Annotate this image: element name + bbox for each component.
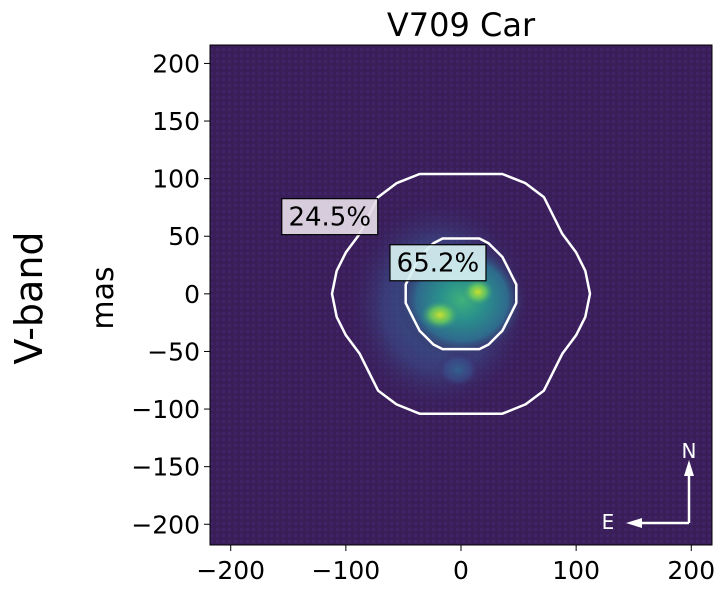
heatmap-image — [210, 45, 712, 545]
compass-north-label: N — [682, 439, 697, 463]
heatmap-hotspot-right — [462, 278, 494, 306]
compass: N E — [602, 439, 697, 534]
contour-label-inner: 65.2% — [397, 249, 480, 279]
y-tick-label: −100 — [131, 395, 200, 424]
heatmap-hotspot-left — [420, 300, 460, 330]
x-tick-label: 100 — [552, 556, 600, 585]
contour-inner — [404, 237, 518, 351]
x-tick-label: 200 — [667, 556, 715, 585]
y-tick-label: −50 — [147, 337, 200, 366]
x-tick-label: 0 — [453, 556, 469, 585]
y-axis: 200 150 100 50 0 −50 −100 −150 −200 — [131, 49, 210, 539]
heatmap-tail — [436, 352, 480, 388]
contour-outer — [330, 172, 592, 415]
compass-east-label: E — [602, 510, 615, 534]
y-tick-label: 150 — [152, 107, 200, 136]
contour-label-box — [389, 244, 487, 282]
compass-north-arrowhead — [684, 460, 694, 476]
compass-east-arrowhead — [626, 518, 642, 528]
y-tick-label: 0 — [184, 280, 200, 309]
x-tick-label: −100 — [312, 556, 381, 585]
y-tick-label: 200 — [152, 49, 200, 78]
y-axis-label: mas — [86, 266, 121, 329]
contour-label-outer: 24.5% — [288, 203, 371, 233]
row-label: V-band — [7, 231, 51, 364]
x-axis: −200 −100 0 100 200 — [196, 545, 715, 585]
contours — [330, 172, 592, 415]
contour-label-box — [281, 198, 379, 236]
chart-title: V709 Car — [387, 6, 536, 44]
y-tick-label: −150 — [131, 453, 200, 482]
y-tick-label: −200 — [131, 510, 200, 539]
contour-labels: 65.2% 24.5% — [281, 198, 487, 282]
y-tick-label: 50 — [168, 222, 200, 251]
x-tick-label: −200 — [196, 556, 265, 585]
y-tick-label: 100 — [152, 165, 200, 194]
